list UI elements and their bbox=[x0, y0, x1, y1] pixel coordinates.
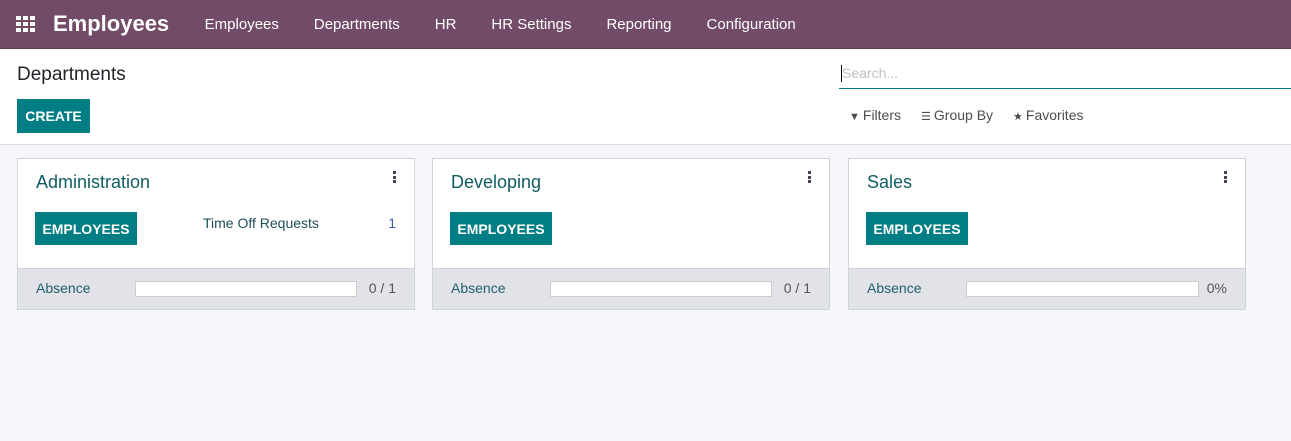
group-by-label: Group By bbox=[933, 107, 994, 123]
dropdown-menu-icon[interactable] bbox=[808, 171, 812, 185]
favorites-label: Favorites bbox=[1025, 107, 1084, 123]
menu-reporting[interactable]: Reporting bbox=[606, 15, 672, 33]
employees-button[interactable]: EMPLOYEES bbox=[35, 212, 137, 245]
card-footer: Absence 0 / 1 bbox=[18, 268, 414, 309]
menu-departments[interactable]: Departments bbox=[313, 15, 400, 33]
absence-label: Absence bbox=[36, 280, 91, 296]
page-title: Departments bbox=[17, 64, 126, 85]
department-name[interactable]: Sales bbox=[867, 172, 913, 192]
department-card[interactable]: Administration EMPLOYEES Time Off Reques… bbox=[17, 158, 415, 310]
card-footer: Absence 0% bbox=[849, 268, 1245, 309]
card-footer: Absence 0 / 1 bbox=[433, 268, 829, 309]
text-cursor bbox=[841, 64, 842, 82]
absence-label: Absence bbox=[867, 280, 922, 296]
dropdown-menu-icon[interactable] bbox=[393, 171, 397, 185]
filters-button[interactable]: ▼ Filters bbox=[849, 107, 901, 123]
search-input[interactable] bbox=[842, 65, 1242, 81]
menu-hr[interactable]: HR bbox=[434, 15, 457, 33]
department-card[interactable]: Sales EMPLOYEES Absence 0% bbox=[848, 158, 1246, 310]
star-icon: ★ bbox=[1013, 111, 1023, 123]
department-name[interactable]: Developing bbox=[451, 172, 542, 192]
search-bar bbox=[839, 58, 1291, 89]
menu-hr-settings[interactable]: HR Settings bbox=[491, 15, 572, 33]
absence-progress-bar bbox=[135, 281, 357, 297]
employees-button[interactable]: EMPLOYEES bbox=[450, 212, 552, 245]
favorites-button[interactable]: ★ Favorites bbox=[1013, 107, 1083, 123]
dropdown-menu-icon[interactable] bbox=[1224, 171, 1228, 185]
department-card[interactable]: Developing EMPLOYEES Absence 0 / 1 bbox=[432, 158, 830, 310]
top-navbar: Employees Employees Departments HR HR Se… bbox=[0, 0, 1291, 49]
apps-grid-icon[interactable] bbox=[16, 16, 36, 32]
absence-progress-bar bbox=[966, 281, 1199, 297]
control-panel: Departments CREATE ▼Filters ☰Group By ★F… bbox=[0, 49, 1291, 145]
absence-label: Absence bbox=[451, 280, 506, 296]
absence-progress-bar bbox=[550, 281, 772, 297]
department-name[interactable]: Administration bbox=[36, 172, 151, 192]
list-icon: ☰ bbox=[921, 111, 931, 123]
create-button[interactable]: CREATE bbox=[17, 99, 90, 133]
absence-value: 0 / 1 bbox=[368, 280, 396, 296]
time-off-requests-count[interactable]: 1 bbox=[388, 215, 396, 231]
filter-icon: ▼ bbox=[849, 111, 860, 123]
filters-label: Filters bbox=[862, 107, 902, 123]
menu-employees[interactable]: Employees bbox=[204, 15, 279, 33]
employees-button[interactable]: EMPLOYEES bbox=[866, 212, 968, 245]
app-title[interactable]: Employees bbox=[53, 11, 170, 36]
absence-value: 0 / 1 bbox=[783, 280, 811, 296]
menu-configuration[interactable]: Configuration bbox=[706, 15, 796, 33]
time-off-requests-link[interactable]: Time Off Requests bbox=[203, 215, 319, 231]
group-by-button[interactable]: ☰ Group By bbox=[921, 107, 993, 123]
absence-value: 0% bbox=[1206, 280, 1227, 296]
